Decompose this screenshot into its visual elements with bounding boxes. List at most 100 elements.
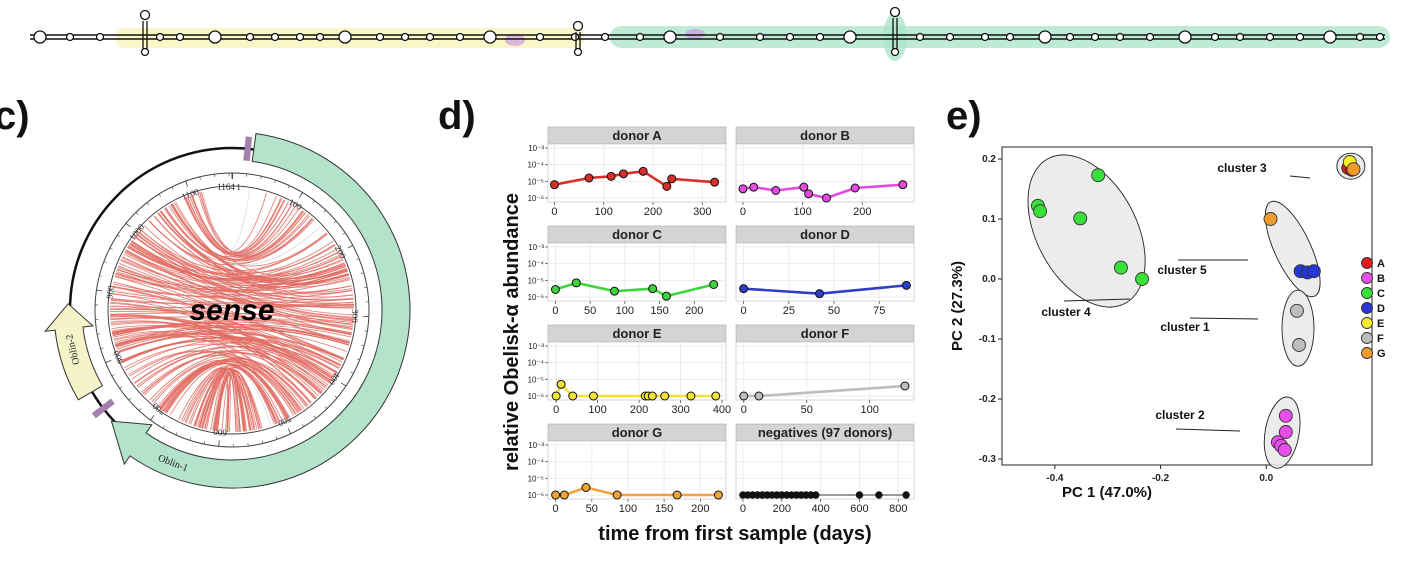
strip-loop — [1038, 30, 1052, 44]
gene-arc-oblin-1 — [110, 133, 411, 489]
y-tick-label: 10⁻⁶ — [528, 293, 544, 302]
pca-x-tick-label: 0.0 — [1259, 473, 1273, 484]
x-tick-label: 300 — [671, 404, 689, 416]
x-tick-label: 200 — [630, 404, 648, 416]
ring-minor-tick — [100, 347, 104, 349]
x-tick-label: 0 — [740, 503, 746, 515]
legend-swatch — [1361, 302, 1373, 314]
pca-y-tick-label: -0.1 — [979, 334, 997, 345]
ring-tick — [218, 440, 220, 447]
facet-title: donor F — [801, 326, 849, 341]
strip-marker-a — [505, 34, 525, 46]
chord — [121, 257, 354, 326]
strip-loop — [65, 32, 75, 42]
data-point — [581, 483, 591, 492]
x-tick-label: 50 — [584, 305, 596, 317]
ring-minor-tick — [274, 180, 276, 184]
chord — [173, 202, 347, 280]
data-point — [804, 189, 814, 199]
circos-center-label: sense — [189, 294, 274, 327]
chord — [164, 363, 277, 424]
chord — [141, 355, 299, 413]
x-tick-label: 600 — [850, 503, 868, 515]
chord — [112, 331, 301, 412]
facet-title: donor A — [612, 128, 662, 143]
ring-minor-tick — [119, 386, 123, 389]
data-point — [571, 278, 581, 288]
x-tick-label: 200 — [691, 503, 709, 515]
x-tick-label: 100 — [616, 305, 634, 317]
pca-x-tick-label: -0.2 — [1152, 473, 1170, 484]
strip-loop — [1265, 32, 1275, 42]
panel-label-d: d) — [438, 94, 476, 138]
chord — [120, 340, 325, 391]
ring-minor-tick — [361, 344, 365, 347]
chord — [211, 370, 239, 432]
x-tick-label: 0 — [552, 305, 558, 317]
data-point — [855, 491, 864, 499]
strip-loop — [570, 32, 580, 42]
strip-loop — [1323, 30, 1337, 44]
y-tick-label: 10⁻⁵ — [528, 276, 544, 285]
chord — [171, 203, 350, 286]
chord — [186, 196, 344, 276]
strip-loop — [815, 32, 825, 42]
chord — [189, 195, 293, 256]
facet-donor-c: donor C 10⁻³ 10⁻⁴ 10⁻⁵ 10⁻⁶ 0 50 100 150 200 — [527, 225, 727, 317]
x-tick-label: 75 — [873, 305, 885, 317]
strip-loop — [1090, 32, 1100, 42]
cluster-hull-1 — [1281, 289, 1315, 367]
ring-minor-tick — [111, 374, 115, 377]
ring-minor-tick — [356, 258, 360, 261]
ring-minor-tick — [171, 186, 174, 190]
ring-minor-tick — [138, 408, 142, 411]
facet-donor-b: donor B 0 100 200 — [735, 126, 915, 218]
strip-stem-loop — [890, 47, 900, 57]
strip-loop — [1178, 30, 1192, 44]
strip-loop — [1115, 32, 1125, 42]
x-tick-label: 150 — [655, 503, 673, 515]
ring-minor-tick — [199, 176, 201, 180]
chord — [134, 235, 353, 329]
strip-loop — [400, 32, 410, 42]
ring-minor-tick — [342, 232, 346, 235]
pca-point-c — [1091, 168, 1106, 183]
ring-minor-tick — [323, 210, 327, 213]
ring-minor-tick — [103, 261, 107, 263]
chord — [110, 303, 342, 366]
x-tick-label: 0 — [740, 206, 746, 218]
data-point — [771, 186, 781, 195]
x-tick-label: 100 — [595, 206, 613, 218]
ring-tick — [340, 382, 347, 387]
facet-title: donor G — [612, 425, 663, 440]
chord — [114, 275, 345, 359]
ring-tick — [298, 192, 303, 198]
strip-loop — [1375, 32, 1385, 42]
chord — [113, 331, 317, 399]
strip-loop — [338, 30, 352, 44]
data-point — [662, 181, 672, 191]
chord — [115, 335, 301, 412]
chord — [157, 360, 290, 418]
strip-loop — [535, 32, 545, 42]
pca-point-c — [1033, 204, 1048, 219]
y-tick-label: 10⁻³ — [528, 441, 544, 450]
y-axis-title: relative Obelisk-α abundance — [501, 193, 523, 471]
ring-minor-tick — [287, 185, 290, 189]
x-tick-label: 200 — [773, 503, 791, 515]
chord — [183, 197, 306, 259]
y-tick-label: 10⁻⁴ — [527, 260, 544, 269]
ring-tick — [105, 359, 112, 363]
ring-minor-tick — [261, 440, 264, 444]
chord — [184, 367, 252, 431]
data-point — [815, 289, 825, 299]
data-point — [902, 491, 910, 499]
chord — [143, 225, 354, 301]
chord — [131, 240, 342, 281]
data-point — [739, 391, 749, 401]
data-point — [638, 166, 648, 176]
chord — [159, 359, 302, 411]
data-point — [584, 173, 594, 183]
ring-minor-tick — [301, 424, 304, 427]
ring-minor-tick — [146, 202, 150, 206]
